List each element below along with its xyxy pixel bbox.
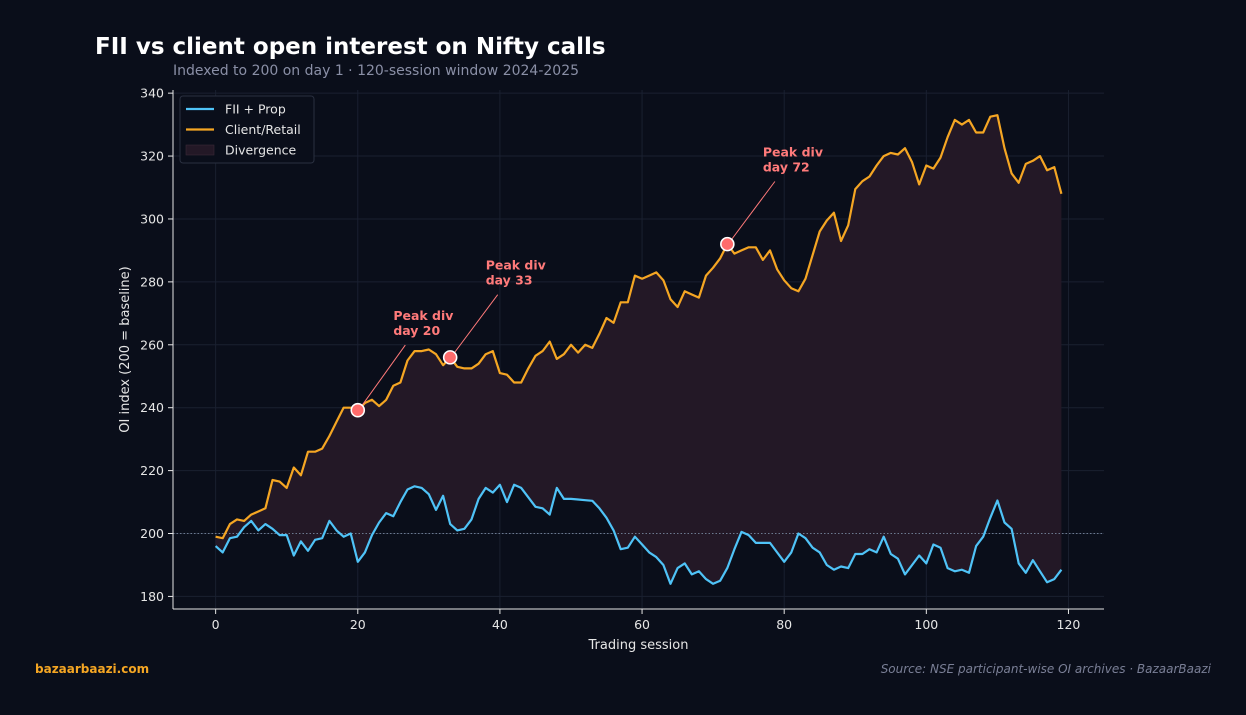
- footer-source: Source: NSE participant-wise OI archives…: [881, 662, 1212, 676]
- x-tick-label: 100: [914, 617, 938, 632]
- peak-marker: [350, 402, 366, 418]
- chart-title: FII vs client open interest on Nifty cal…: [95, 34, 606, 60]
- annotation-leader: [452, 294, 499, 355]
- annotation-label: Peak div day 72: [763, 144, 823, 174]
- x-tick-label: 0: [212, 617, 220, 632]
- x-tick-label: 80: [776, 617, 792, 632]
- x-tick-label: 60: [634, 617, 650, 632]
- annotation-line: day 20: [393, 323, 440, 338]
- legend-fii-prop-label: FII + Prop: [225, 102, 286, 117]
- legend-client-retail: Client/Retail: [186, 122, 301, 137]
- peak-marker: [720, 236, 735, 252]
- annotation-line: day 72: [763, 159, 810, 174]
- y-axis-label: OI index (200 = baseline): [118, 266, 133, 432]
- legend-divergence-label: Divergence: [225, 143, 297, 158]
- annotation-line: Peak div: [486, 258, 546, 273]
- y-tick-label: 280: [140, 274, 164, 289]
- annotation-line: Peak div: [393, 308, 453, 323]
- y-tick-label: 340: [140, 86, 164, 101]
- y-tick-label: 220: [140, 463, 164, 478]
- footer-brand: bazaarbaazi.com: [35, 662, 149, 676]
- series-line-fii-prop: [214, 483, 1063, 585]
- chart-subtitle: Indexed to 200 on day 1 · 120-session wi…: [173, 63, 579, 79]
- legend-divergence-swatch: [185, 144, 215, 156]
- legend-fii-prop: FII + Prop: [186, 102, 286, 117]
- y-tick-label: 200: [140, 526, 164, 541]
- annotation-label: Peak div day 33: [486, 258, 546, 288]
- x-tick-label: 40: [492, 617, 508, 632]
- annotation-leader: [360, 344, 406, 408]
- x-tick-label: 20: [350, 617, 366, 632]
- annotation-label: Peak div day 20: [393, 308, 453, 338]
- annotation-leader: [729, 181, 776, 242]
- legend-divergence: Divergence: [185, 143, 297, 158]
- x-axis-label: Trading session: [588, 638, 689, 653]
- peak-marker: [442, 350, 458, 365]
- y-tick-label: 240: [140, 400, 164, 415]
- annotation-line: day 33: [486, 273, 533, 288]
- y-tick-label: 300: [140, 211, 164, 226]
- legend-client-retail-label: Client/Retail: [225, 122, 301, 137]
- y-tick-label: 260: [140, 337, 164, 352]
- annotation-line: Peak div: [763, 144, 823, 159]
- y-tick-label: 180: [140, 589, 164, 604]
- legend: FII + Prop Client/Retail Divergence: [179, 95, 315, 164]
- divergence-area: [215, 115, 1062, 584]
- y-tick-label: 320: [140, 149, 164, 164]
- x-tick-label: 120: [1057, 617, 1081, 632]
